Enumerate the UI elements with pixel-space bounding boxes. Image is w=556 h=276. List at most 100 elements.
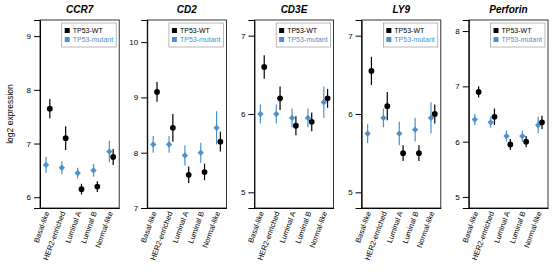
y-tick-mark [463, 86, 469, 87]
legend-label: TP53-mutant [73, 36, 114, 43]
legend: TP53-WT TP53-mutant [62, 23, 116, 47]
x-tick: HER2-enriched [41, 210, 67, 261]
point [369, 68, 375, 74]
panel-title: CCR7 [66, 4, 94, 15]
y-tick-label: 7 [27, 140, 32, 149]
x-tick-label: HER2-enriched [363, 210, 389, 261]
y-tick-mark [463, 31, 469, 32]
x-tick-label: HER2-enriched [41, 210, 67, 261]
y-tick-label: 5 [241, 188, 246, 197]
series [364, 102, 434, 145]
plot-frame [40, 20, 119, 208]
x-tick-label: HER2-enriched [470, 210, 496, 261]
x-tick-label: HER2-enriched [148, 210, 174, 261]
point [166, 141, 172, 147]
x-tick: HER2-enriched [470, 210, 496, 261]
point [476, 89, 482, 95]
plot-frame [362, 20, 441, 208]
point [213, 125, 219, 131]
point [472, 116, 478, 122]
legend-swatch [386, 28, 391, 33]
panel: 5678Basal-likeHER2-enrichedLuminal ALumi… [455, 4, 548, 262]
plot-area [43, 99, 116, 195]
point [539, 119, 545, 125]
point [273, 111, 279, 117]
point [519, 133, 525, 139]
y-tick: 8 [455, 27, 468, 36]
plot-area [150, 82, 223, 183]
legend: TP53-WTTP53-mutant [383, 23, 437, 47]
panel-title: Perforin [489, 4, 527, 15]
y-axis-title: log2 expression [5, 84, 15, 144]
panel-title: CD3E [281, 4, 308, 15]
y-axis-line [356, 21, 363, 209]
point [261, 64, 267, 70]
series [369, 57, 438, 161]
x-axis-line [469, 208, 548, 209]
y-tick: 8 [27, 86, 40, 95]
legend-frame [491, 23, 545, 47]
x-axis-line [362, 208, 441, 209]
y-tick-mark [34, 90, 40, 91]
series [47, 99, 116, 195]
x-tick: HER2-enriched [148, 210, 174, 261]
point [170, 125, 176, 131]
x-tick: Normal-like [201, 210, 222, 249]
point [400, 150, 406, 156]
x-tick: HER2-enriched [256, 210, 282, 261]
x-tick-label: Normal-like [93, 210, 114, 249]
legend: TP53-WTTP53-mutant [491, 23, 545, 47]
legend-label: TP53-mutant [502, 36, 543, 43]
point [63, 135, 69, 141]
y-axis: 6789 [27, 21, 41, 209]
y-tick: 6 [348, 110, 361, 119]
point [198, 150, 204, 156]
legend-frame [169, 23, 223, 47]
legend-label: TP53-mutant [180, 36, 221, 43]
point [277, 95, 283, 101]
point [75, 170, 81, 176]
y-tick-label: 7 [348, 32, 353, 41]
y-tick-label: 5 [348, 188, 353, 197]
y-tick-label: 6 [455, 138, 460, 147]
point [43, 162, 49, 168]
x-tick-label: Normal-like [308, 210, 329, 249]
y-tick-mark [34, 197, 40, 198]
point [202, 169, 208, 175]
point [94, 184, 100, 190]
point [186, 172, 192, 178]
point [309, 119, 315, 125]
y-tick-label: 6 [241, 110, 246, 119]
x-tick: Normal-like [522, 210, 543, 249]
point [492, 114, 498, 120]
y-tick: 5 [455, 193, 468, 202]
y-tick-label: 7 [241, 32, 246, 41]
y-tick: 6 [241, 110, 254, 119]
point [416, 150, 422, 156]
y-tick-mark [356, 36, 362, 37]
point [182, 152, 188, 158]
legend-swatch [279, 37, 284, 42]
y-tick-label: 8 [27, 86, 32, 95]
x-tick: Normal-like [415, 210, 436, 249]
legend-swatch [172, 28, 177, 33]
point [47, 106, 53, 112]
x-tick: Normal-like [308, 210, 329, 249]
point [523, 139, 529, 145]
panel: 6789Basal-likeHER2-enrichedLuminal ALumi… [5, 4, 120, 262]
x-axis-line [255, 208, 334, 209]
legend-label: TP53-WT [73, 27, 104, 34]
y-tick: 7 [241, 32, 254, 41]
legend-swatch [172, 37, 177, 42]
point [293, 123, 299, 129]
point [503, 133, 509, 139]
plot-frame [469, 20, 548, 208]
plot-area [364, 57, 437, 161]
y-tick-label: 5 [455, 193, 460, 202]
point [412, 127, 418, 133]
point [106, 148, 112, 154]
x-tick-label: Normal-like [522, 210, 543, 249]
y-axis-line [34, 21, 41, 209]
legend-label: TP53-mutant [394, 36, 435, 43]
plot-frame [147, 20, 226, 208]
